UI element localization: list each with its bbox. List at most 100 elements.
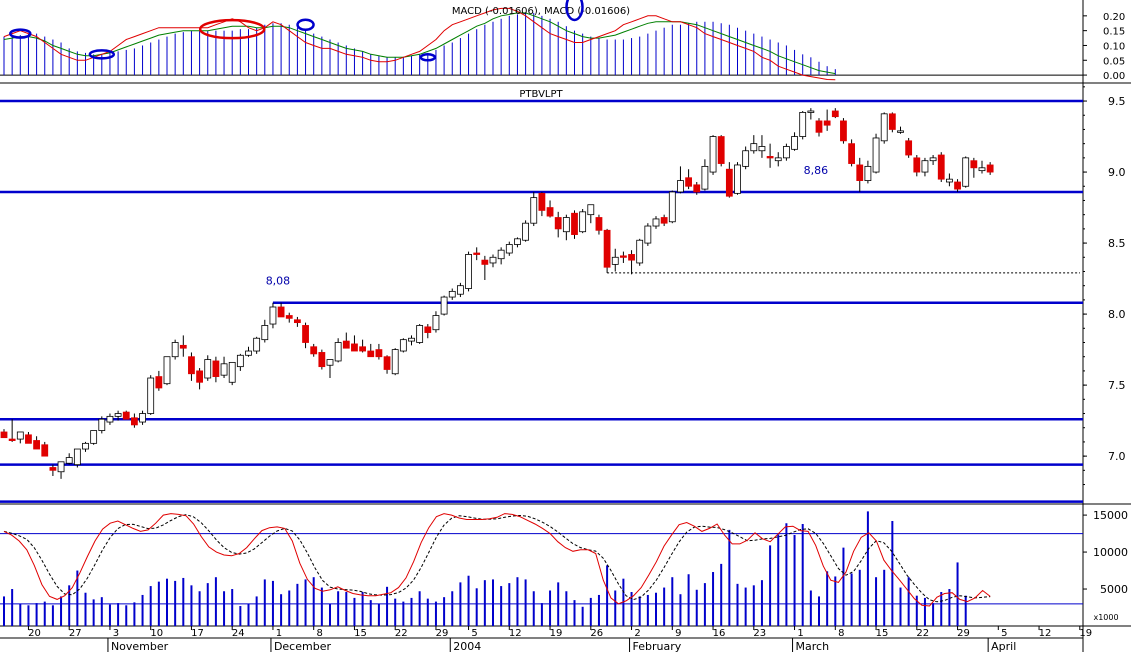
candle-body <box>595 217 603 231</box>
candle-body <box>685 177 692 187</box>
candle-body <box>774 157 782 162</box>
day-tick-label: 15 <box>354 628 367 639</box>
price-annotation: 8,08 <box>266 275 291 288</box>
candle-body <box>799 112 807 137</box>
macd-line <box>3 7 836 81</box>
candle-body <box>351 343 358 352</box>
month-label: 2004 <box>453 640 481 652</box>
candle-body <box>25 434 32 444</box>
macd-tick-label: 0.05 <box>1103 56 1125 67</box>
stochastic-d-line <box>3 514 991 603</box>
day-tick-label: 22 <box>395 628 408 639</box>
candle-body <box>448 290 456 298</box>
month-label: April <box>991 640 1016 652</box>
macd-annotation-circle <box>88 49 116 60</box>
candle-body <box>139 413 146 423</box>
candle-body <box>212 360 220 377</box>
price-tick-label: 7.0 <box>1108 450 1126 463</box>
day-tick-label: 15 <box>876 628 889 639</box>
macd-tick-label: 0.00 <box>1103 71 1125 82</box>
day-tick-label: 29 <box>436 628 449 639</box>
price-title: PTBVLPT <box>519 89 563 100</box>
candle-body <box>954 181 961 190</box>
day-tick-label: 17 <box>191 628 204 639</box>
macd-tick-label: 0.15 <box>1103 27 1125 38</box>
candle-body <box>864 165 872 181</box>
candle-body <box>856 164 864 181</box>
candle-body <box>326 359 334 366</box>
candle-body <box>717 136 725 164</box>
candle-body <box>359 346 367 352</box>
candle-body <box>49 467 57 471</box>
candle-body <box>318 352 326 368</box>
candle-body <box>0 431 8 439</box>
price-tick-label: 8.5 <box>1108 237 1126 250</box>
day-tick-label: 12 <box>509 628 522 639</box>
price-tick-label: 7.5 <box>1108 379 1126 392</box>
candle-body <box>65 457 73 464</box>
candle-body <box>970 160 978 169</box>
candle-body <box>962 157 970 187</box>
macd-label: MACD (-0.01606), MACD (-0.01606) <box>452 6 630 17</box>
candle-body <box>701 165 709 190</box>
candle-body <box>766 156 774 159</box>
day-tick-label: 20 <box>28 628 41 639</box>
candle-body <box>367 350 375 358</box>
day-tick-label: 12 <box>1039 628 1052 639</box>
candle-body <box>620 255 627 258</box>
candle-body <box>880 113 888 142</box>
candle-body <box>734 164 741 194</box>
macd-annotation-circle <box>296 18 315 31</box>
macd-annotation-circle <box>198 18 266 40</box>
day-tick-label: 3 <box>113 628 119 639</box>
candle-body <box>530 197 538 224</box>
candle-body <box>293 319 301 324</box>
volume-tick-label: 10000 <box>1093 546 1128 559</box>
candle-body <box>872 137 880 173</box>
candle-body <box>41 444 49 457</box>
macd-annotation-circle <box>565 0 584 22</box>
candle-body <box>946 178 953 183</box>
day-tick-label: 16 <box>713 628 726 639</box>
candle-body <box>628 254 635 261</box>
candle-body <box>82 442 89 450</box>
candle-body <box>978 167 986 172</box>
candle-body <box>522 222 529 241</box>
day-tick-label: 29 <box>957 628 970 639</box>
candle-body <box>383 356 391 370</box>
candle-body <box>33 440 40 450</box>
candle-body <box>342 340 350 349</box>
candle-body <box>571 212 578 235</box>
candle-body <box>155 376 163 389</box>
candle-body <box>742 150 750 167</box>
candle-body <box>921 160 929 173</box>
day-tick-label: 24 <box>232 628 245 639</box>
candle-body <box>98 418 106 431</box>
volume-tick-label: 5000 <box>1100 583 1128 596</box>
candle-body <box>505 244 513 254</box>
month-label: March <box>796 640 830 652</box>
candle-body <box>758 146 766 152</box>
candle-body <box>644 225 652 244</box>
candle-body <box>456 285 464 295</box>
candle-body <box>937 154 945 180</box>
candle-body <box>750 143 758 152</box>
day-tick-label: 1 <box>276 628 282 639</box>
day-tick-label: 10 <box>150 628 163 639</box>
volume-unit-label: x1000 <box>1093 613 1118 622</box>
candle-body <box>677 180 684 193</box>
candle-body <box>122 411 130 420</box>
candle-body <box>611 256 619 265</box>
candle-body <box>562 217 570 233</box>
day-tick-label: 27 <box>69 628 82 639</box>
macd-tick-label: 0.20 <box>1103 12 1125 23</box>
candle-body <box>888 113 896 130</box>
candle-body <box>668 191 676 223</box>
candle-body <box>114 413 122 417</box>
candle-body <box>73 448 81 466</box>
candle-body <box>538 192 546 211</box>
day-tick-label: 1 <box>797 628 803 639</box>
candle-body <box>269 306 277 325</box>
